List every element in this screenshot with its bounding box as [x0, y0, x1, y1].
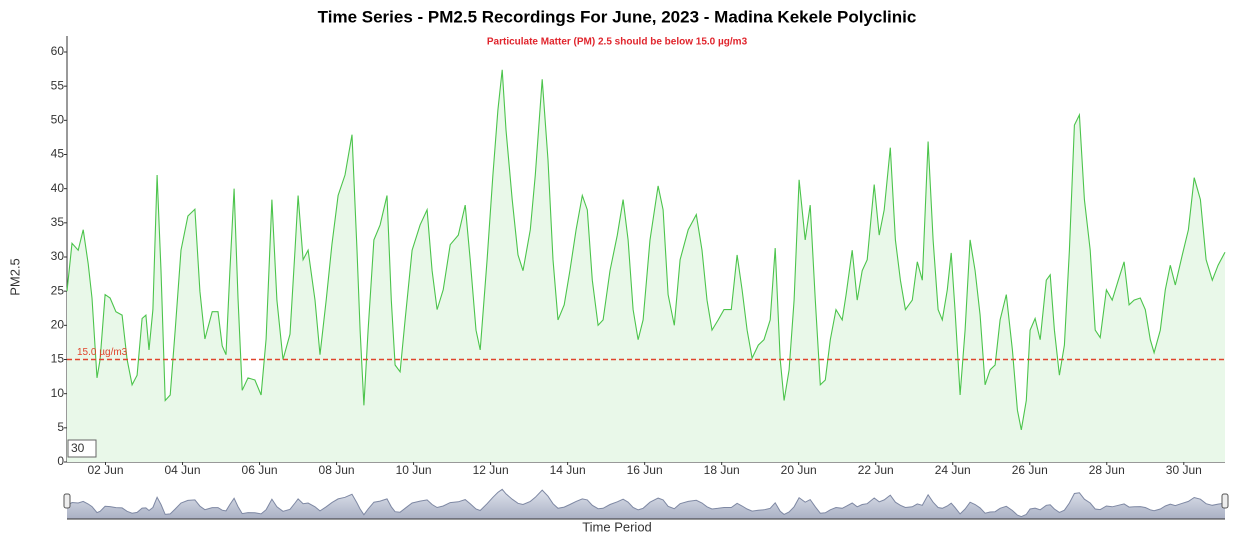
- threshold-label: 15.0 µg/m3: [77, 347, 128, 358]
- x-tick-label: 14 Jun: [550, 463, 586, 477]
- x-tick-label: 30 Jun: [1166, 463, 1202, 477]
- x-tick-label: 10 Jun: [396, 463, 432, 477]
- x-tick-label: 28 Jun: [1089, 463, 1125, 477]
- x-tick-label: 26 Jun: [1012, 463, 1048, 477]
- y-tick-label: 0: [57, 454, 64, 468]
- roll-period-input[interactable]: [67, 439, 97, 458]
- range-selector-area: [67, 489, 1225, 519]
- x-tick-label: 20 Jun: [781, 463, 817, 477]
- roll-period-value: 30: [71, 441, 85, 455]
- chart-title: Time Series - PM2.5 Recordings For June,…: [318, 7, 917, 26]
- series-line: [66, 69, 1226, 431]
- x-tick-label: 02 Jun: [87, 463, 123, 477]
- x-axis-label: Time Period: [582, 519, 652, 534]
- x-tick-label: 18 Jun: [704, 463, 740, 477]
- area-fill: [67, 69, 1225, 463]
- x-tick-label: 24 Jun: [935, 463, 971, 477]
- range-handle[interactable]: [1221, 493, 1229, 509]
- y-tick-label: 50: [51, 113, 65, 127]
- y-tick-label: 30: [51, 249, 65, 263]
- x-tick-label: 12 Jun: [473, 463, 509, 477]
- range-selector-line: [66, 488, 1226, 518]
- x-tick-label: 16 Jun: [627, 463, 663, 477]
- y-tick-label: 55: [51, 78, 65, 92]
- y-tick-label: 60: [51, 44, 65, 58]
- y-tick-label: 25: [51, 283, 65, 297]
- chart-subtitle: Particulate Matter (PM) 2.5 should be be…: [487, 37, 748, 48]
- x-tick-label: 04 Jun: [165, 463, 201, 477]
- range-handle[interactable]: [63, 493, 71, 509]
- y-tick-label: 10: [51, 386, 65, 400]
- y-tick-label: 45: [51, 147, 65, 161]
- y-tick-label: 20: [51, 318, 65, 332]
- y-tick-label: 35: [51, 215, 65, 229]
- y-tick-label: 5: [57, 420, 64, 434]
- x-tick-label: 06 Jun: [242, 463, 278, 477]
- y-tick-label: 15: [51, 352, 65, 366]
- y-axis-label: PM2.5: [7, 258, 22, 296]
- x-tick-label: 08 Jun: [319, 463, 355, 477]
- y-tick-label: 40: [51, 181, 65, 195]
- x-tick-label: 22 Jun: [858, 463, 894, 477]
